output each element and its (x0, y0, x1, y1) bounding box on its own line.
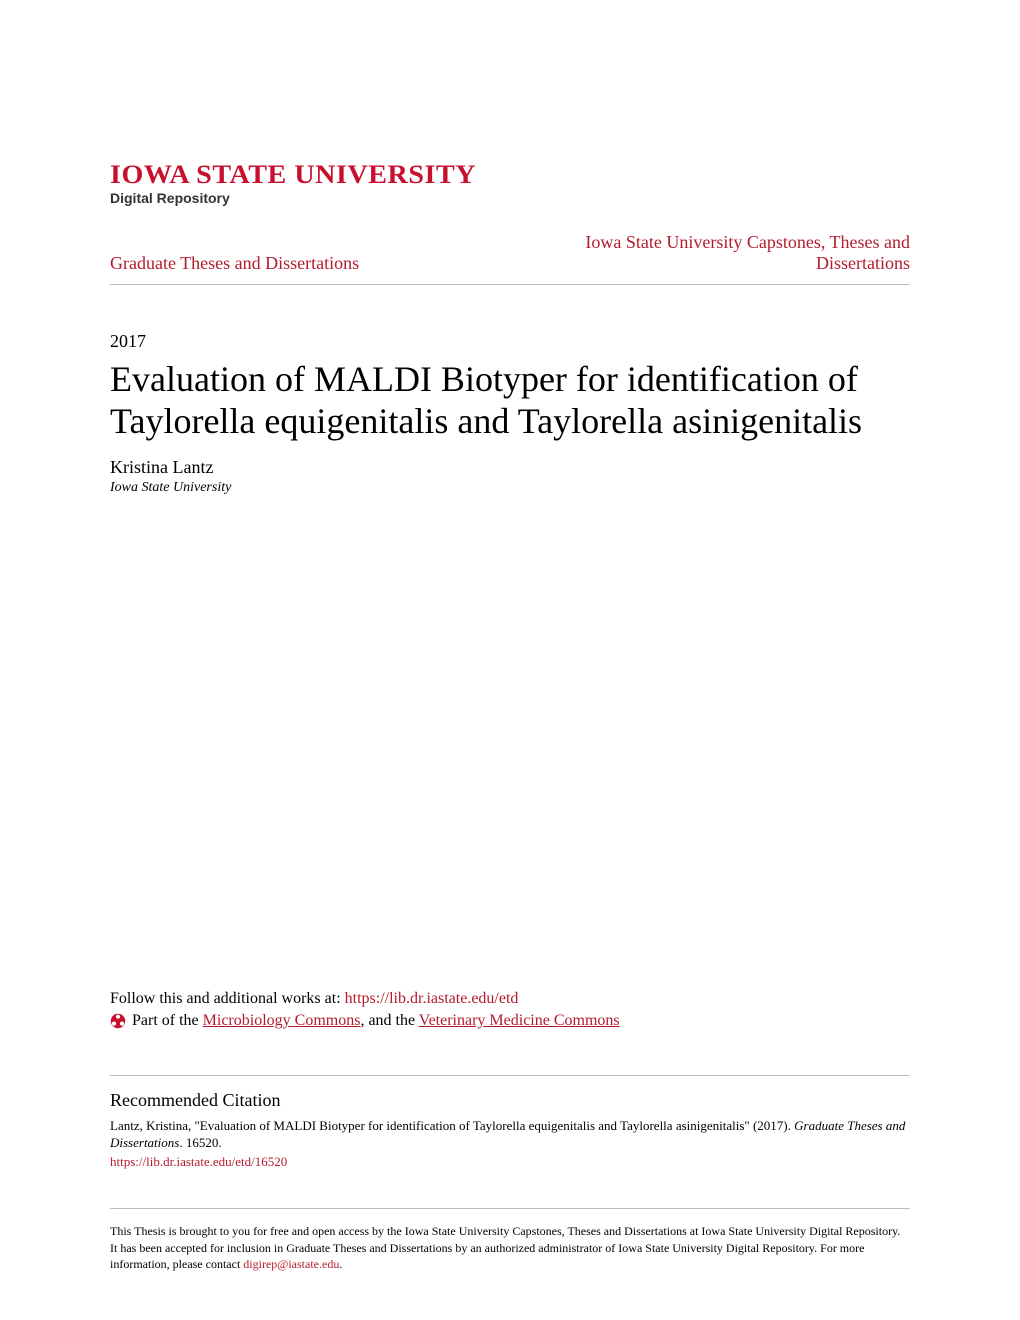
publication-year: 2017 (110, 331, 910, 352)
citation-url-link[interactable]: https://lib.dr.iastate.edu/etd/16520 (110, 1154, 910, 1170)
contact-email-link[interactable]: digirep@iastate.edu (243, 1257, 339, 1271)
paper-title: Evaluation of MALDI Biotyper for identif… (110, 358, 910, 443)
author-affiliation: Iowa State University (110, 480, 910, 496)
author-name: Kristina Lantz (110, 457, 910, 478)
commons-link-1[interactable]: Microbiology Commons (203, 1012, 361, 1029)
collection-link-left[interactable]: Graduate Theses and Dissertations (110, 253, 359, 274)
access-statement: This Thesis is brought to you for free a… (110, 1208, 910, 1272)
network-icon (110, 1013, 126, 1029)
citation-heading: Recommended Citation (110, 1090, 910, 1111)
collection-link-right[interactable]: Iowa State University Capstones, Theses … (510, 232, 910, 274)
partof-line: Part of the Microbiology Commons, and th… (110, 1012, 910, 1030)
citation-text: Lantz, Kristina, "Evaluation of MALDI Bi… (110, 1117, 910, 1152)
repository-name: Digital Repository (110, 190, 910, 206)
follow-section: Follow this and additional works at: htt… (110, 990, 910, 1030)
partof-mid: , and the (360, 1012, 418, 1029)
etd-url-link[interactable]: https://lib.dr.iastate.edu/etd (345, 990, 519, 1007)
follow-line: Follow this and additional works at: htt… (110, 990, 910, 1008)
footer-post: . (339, 1257, 342, 1271)
partof-lead: Part of the (132, 1012, 203, 1029)
citation-pre: Lantz, Kristina, "Evaluation of MALDI Bi… (110, 1118, 794, 1133)
repository-logo: IOWA STATE UNIVERSITY Digital Repository (110, 160, 910, 206)
follow-lead-text: Follow this and additional works at: (110, 990, 345, 1007)
footer-pre: This Thesis is brought to you for free a… (110, 1224, 900, 1270)
citation-post: . 16520. (179, 1135, 221, 1150)
breadcrumb-row: Graduate Theses and Dissertations Iowa S… (110, 232, 910, 285)
university-wordmark: IOWA STATE UNIVERSITY (110, 160, 974, 190)
recommended-citation-section: Recommended Citation Lantz, Kristina, "E… (110, 1075, 910, 1170)
commons-link-2[interactable]: Veterinary Medicine Commons (419, 1012, 620, 1029)
